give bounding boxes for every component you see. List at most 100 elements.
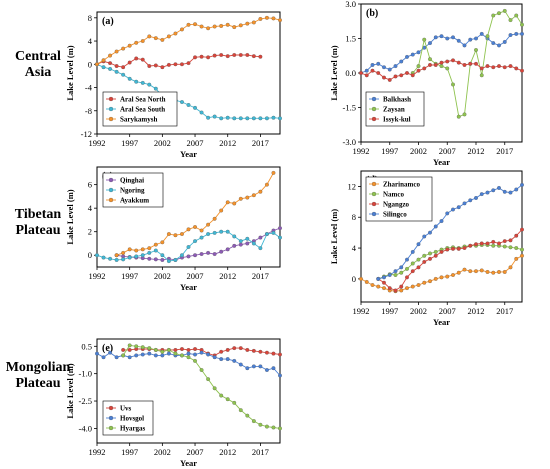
data-point [193, 253, 197, 258]
data-point [433, 253, 438, 258]
data-point [508, 190, 513, 195]
x-tick-label: 2007 [187, 447, 204, 457]
x-tick-label: 2007 [439, 146, 456, 156]
data-point [160, 240, 165, 245]
data-point [462, 62, 467, 67]
data-point [497, 11, 501, 16]
data-point [376, 71, 381, 75]
legend-label: Balkhash [383, 96, 411, 104]
data-point [428, 251, 432, 256]
x-tick-label: 2012 [219, 138, 236, 148]
data-point [173, 257, 178, 262]
data-point [134, 56, 139, 61]
data-point [134, 79, 139, 84]
data-point [410, 269, 415, 274]
data-point [238, 346, 243, 351]
data-point [508, 64, 513, 69]
plot-frame [96, 338, 281, 444]
data-point [206, 377, 211, 382]
data-point [278, 226, 282, 231]
data-point [212, 114, 217, 119]
data-point [258, 364, 263, 369]
data-point [479, 66, 484, 71]
data-point [127, 255, 132, 260]
x-tick-label: 2002 [410, 306, 427, 316]
data-point [264, 232, 269, 237]
legend-marker [108, 177, 114, 183]
data-point [121, 72, 126, 77]
data-point [405, 257, 409, 262]
legend-label: Ayakkum [120, 197, 149, 205]
data-point [462, 201, 467, 206]
data-point [271, 425, 276, 430]
legend-marker [371, 96, 377, 102]
panel-id-label: (b) [366, 8, 378, 19]
data-point [199, 252, 204, 257]
data-point [474, 61, 478, 66]
data-point [173, 347, 178, 352]
data-point [264, 424, 269, 429]
data-point [451, 82, 455, 87]
y-tick-label: 8 [352, 212, 356, 222]
data-point [393, 74, 398, 79]
data-point [199, 228, 204, 233]
data-point [258, 189, 263, 194]
data-point [370, 283, 375, 287]
data-point [416, 68, 421, 73]
data-point [101, 65, 106, 70]
data-point [180, 253, 184, 258]
data-point [114, 253, 119, 258]
data-point [278, 18, 282, 23]
legend-label: Hovsgol [120, 415, 144, 423]
data-point [451, 35, 455, 40]
x-axis-label: Year [433, 157, 450, 167]
data-point [485, 190, 490, 195]
data-point [186, 355, 191, 360]
x-tick-label: 2007 [187, 138, 204, 148]
data-point [416, 64, 421, 69]
legend-label: Ngoring [120, 187, 145, 195]
data-point [121, 347, 126, 352]
data-point [264, 368, 269, 372]
data-point [206, 250, 211, 255]
data-point [199, 54, 204, 59]
chart-panel: 1992 1997 2002 2007 2012 2017 0 4 8 12 Year Lake Le… [329, 170, 524, 327]
data-point [405, 286, 409, 291]
data-point [462, 112, 467, 117]
data-point [147, 351, 152, 356]
data-point [422, 253, 427, 258]
data-point [114, 64, 119, 68]
data-point [212, 230, 217, 235]
data-point [462, 246, 467, 251]
legend-label: Sarykamysh [120, 116, 157, 124]
data-point [376, 61, 381, 66]
data-point [114, 69, 119, 74]
data-point [193, 225, 197, 229]
plot-frame [360, 170, 523, 303]
y-tick-label: -12 [81, 129, 92, 139]
data-point [462, 267, 467, 272]
data-point [238, 239, 243, 244]
data-point [245, 195, 250, 200]
data-point [502, 40, 507, 44]
data-point [359, 276, 363, 281]
chart-panel: 1992 1997 2002 2007 2012 2017 -4.0 -2.5 -1.0 0.5 Y… [65, 338, 282, 468]
data-point [474, 36, 478, 41]
data-point [153, 353, 158, 358]
data-point [153, 63, 158, 68]
data-point [186, 22, 191, 27]
x-axis-label: Year [433, 317, 450, 327]
data-point [160, 257, 165, 262]
data-point [245, 53, 250, 57]
data-point [147, 34, 152, 39]
data-point [140, 345, 145, 350]
data-point [502, 189, 507, 194]
y-tick-label: -8 [85, 106, 92, 116]
data-point [439, 64, 444, 69]
data-point [514, 66, 519, 71]
data-point [485, 34, 490, 39]
data-point [258, 349, 263, 354]
data-point [520, 227, 524, 232]
data-point [186, 227, 191, 232]
y-tick-label: -4.0 [79, 423, 92, 433]
